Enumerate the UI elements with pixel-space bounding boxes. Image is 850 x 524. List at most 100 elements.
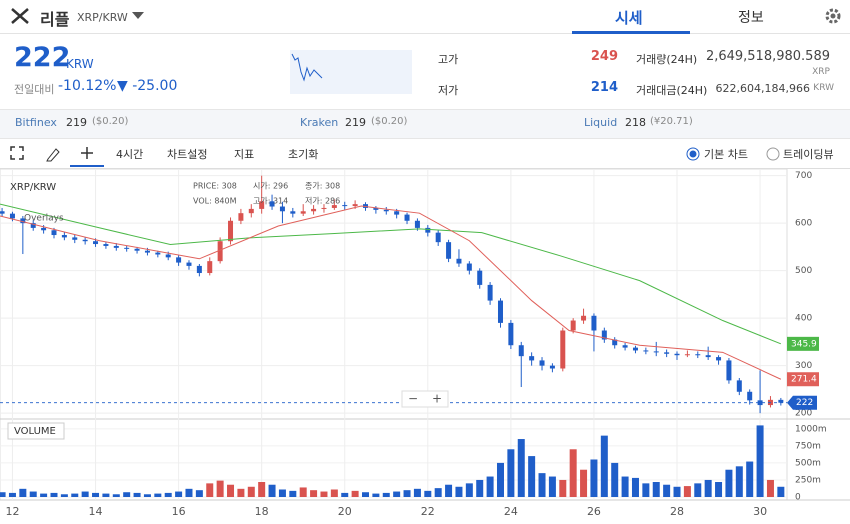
candle-body — [30, 223, 36, 228]
coin-name: 리플 — [40, 10, 70, 29]
volume-title: VOLUME — [14, 426, 56, 437]
volume-bar — [424, 490, 432, 497]
chart-settings[interactable]: 차트설정 — [167, 148, 208, 161]
candle-body — [394, 211, 400, 215]
volume-bar — [81, 491, 89, 497]
zoom-out[interactable]: − — [408, 392, 418, 406]
low: 214 — [590, 80, 618, 95]
exchange-usd: ($0.20) — [371, 116, 408, 127]
candle-body — [435, 232, 441, 243]
v-tick-label: 0 — [795, 493, 801, 503]
tab[interactable]: 정보 — [738, 10, 764, 26]
candle-body — [705, 355, 711, 358]
v-tick-label: 250m — [795, 475, 821, 485]
tab[interactable]: 시세 — [615, 9, 643, 27]
exchange-usd: ($0.20) — [92, 116, 129, 127]
dropdown[interactable] — [132, 12, 144, 20]
volume-bar — [528, 456, 536, 497]
volume-title-box — [7, 422, 65, 440]
amount-label: 거래대금(24H) — [636, 84, 708, 97]
volume-bar — [777, 486, 785, 497]
x-tick-label: 22 — [421, 505, 435, 518]
candle-body — [93, 241, 99, 245]
candle-body — [134, 248, 140, 251]
legend-text: 고가: 314 — [253, 197, 288, 206]
candle-body — [41, 227, 47, 231]
x-tick-label: 20 — [338, 505, 352, 518]
candle-body — [103, 244, 109, 246]
line-tag-label: 345.9 — [791, 339, 817, 349]
volume-bar — [164, 492, 172, 497]
volume-bar — [382, 492, 390, 497]
volume-bar — [143, 494, 151, 497]
y-tick-label: 400 — [795, 314, 812, 324]
x-tick-label: 28 — [670, 505, 684, 518]
radio-off[interactable] — [766, 147, 780, 161]
volume-bar — [206, 483, 214, 497]
candle-body — [165, 254, 171, 258]
volume-bar — [590, 459, 598, 497]
volume-bar — [600, 435, 608, 497]
high-label: 고가 — [438, 53, 459, 66]
candle-body — [581, 315, 587, 321]
volume-bar — [694, 483, 702, 497]
volume-bar — [8, 492, 16, 497]
candle-body — [757, 400, 763, 406]
exchange-price: 218 — [625, 116, 646, 129]
candle-body — [124, 247, 130, 249]
volume-bar — [0, 492, 6, 497]
legend-text: PRICE: 308 — [193, 182, 237, 191]
exchange-bar — [0, 109, 850, 139]
reset[interactable]: 초기화 — [288, 148, 319, 161]
basic-chart[interactable]: 기본 차트 — [704, 148, 748, 161]
last-price-label: 222 — [796, 398, 813, 408]
volume-bar — [50, 492, 58, 497]
candle-body — [446, 242, 452, 259]
indicators[interactable]: 지표 — [234, 148, 255, 161]
candle-body — [414, 220, 420, 228]
legend-text: 종가: 308 — [305, 182, 340, 191]
candle-body — [238, 213, 244, 221]
candle-body — [113, 245, 119, 248]
toolbar-icons[interactable] — [10, 146, 110, 168]
candle-body — [695, 354, 701, 356]
tradingview[interactable]: 트레이딩뷰 — [783, 148, 834, 161]
y-tick-label: 200 — [795, 409, 812, 419]
x-tick-label: 24 — [504, 505, 518, 518]
exchange-name: Bitfinex — [15, 116, 57, 129]
price-unit: KRW — [66, 57, 94, 71]
candle-body — [72, 237, 78, 240]
volume-bar — [766, 479, 774, 497]
interval[interactable]: 4시간 — [116, 148, 144, 161]
change-label: 전일대비 — [14, 83, 55, 96]
volume-bar — [445, 484, 453, 497]
volume-bar — [715, 482, 723, 497]
volume-bar — [310, 490, 318, 497]
candle-body — [196, 265, 202, 274]
logo — [11, 8, 29, 24]
candle-body — [747, 391, 753, 401]
candle-body — [300, 211, 306, 214]
candle-body — [363, 204, 369, 208]
volume-bar — [673, 486, 681, 497]
v-tick-label: 750m — [795, 441, 821, 451]
volume-bar — [330, 489, 338, 497]
candle-body — [549, 365, 555, 369]
legend-text: 시가: 296 — [253, 182, 288, 191]
candle-body — [612, 339, 618, 346]
radio-on[interactable] — [686, 147, 700, 161]
moving-average — [0, 203, 782, 345]
candle-body — [176, 257, 182, 263]
volume-bar — [548, 476, 556, 497]
x-tick-label: 26 — [587, 505, 601, 518]
volume-bar — [195, 490, 203, 497]
candle-body — [570, 320, 576, 331]
zoom-in[interactable]: + — [432, 392, 442, 406]
zoom-box — [401, 390, 449, 408]
line-tag — [787, 372, 819, 387]
volume-bar — [237, 488, 245, 497]
volume-bar — [580, 469, 588, 497]
candle-body — [0, 211, 5, 214]
settings[interactable] — [824, 7, 842, 25]
volume-bar — [652, 482, 660, 497]
